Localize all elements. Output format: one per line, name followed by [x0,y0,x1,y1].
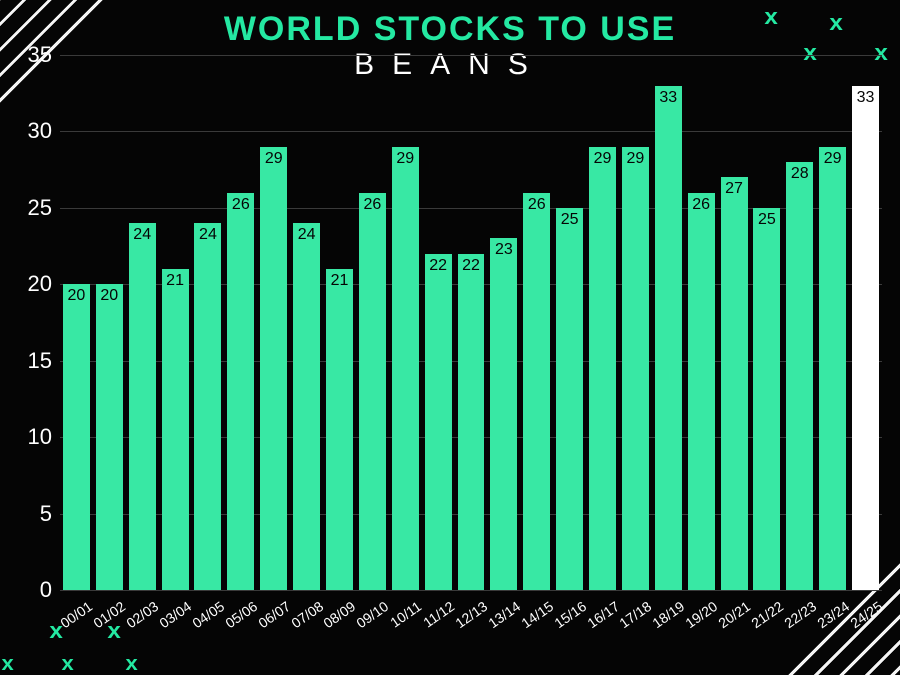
bar-value-label: 23 [490,241,517,259]
bar: 26 [359,193,386,590]
plot-area: 20 20 24 21 24 26 29 24 21 26 29 22 22 23 26 25 29 29 33 26… [60,55,882,590]
bar-value-label: 20 [63,287,90,305]
bar-value-label: 24 [293,226,320,244]
bar-value-label: 21 [162,272,189,290]
bar-value-label: 24 [194,226,221,244]
bar: 21 [162,269,189,590]
chart-frame: xxxxxxxxx WORLD STOCKS TO USE BEANS 0510… [0,0,900,675]
bar: 26 [227,193,254,590]
y-tick-label: 10 [4,424,52,450]
bar-value-label: 22 [425,257,452,275]
bar: 27 [721,177,748,590]
bar: 20 [63,284,90,590]
y-tick-label: 20 [4,271,52,297]
bar-value-label: 33 [852,89,879,107]
x-mark-icon: x [125,653,137,675]
bar: 24 [194,223,221,590]
bar-value-label: 26 [688,196,715,214]
y-tick-label: 25 [4,195,52,221]
bar: 20 [96,284,123,590]
bar-value-label: 29 [260,150,287,168]
bar: 29 [622,147,649,590]
bar: 24 [293,223,320,590]
bar: 28 [786,162,813,590]
gridline [60,590,882,591]
bar: 22 [425,254,452,590]
bar-value-label: 25 [753,211,780,229]
bar-value-label: 20 [96,287,123,305]
y-tick-label: 0 [4,577,52,603]
bar-value-label: 33 [655,89,682,107]
bar-value-label: 29 [589,150,616,168]
y-tick-label: 30 [4,118,52,144]
bar: 26 [523,193,550,590]
bar: 33 [655,86,682,590]
bar: 21 [326,269,353,590]
bar: 29 [819,147,846,590]
bar: 29 [260,147,287,590]
x-mark-icon: x [1,653,13,675]
bar: 24 [129,223,156,590]
bar: 33 [852,86,879,590]
bar-value-label: 29 [392,150,419,168]
bar-value-label: 24 [129,226,156,244]
bar: 25 [556,208,583,590]
x-mark-icon: x [61,653,73,675]
chart-title: WORLD STOCKS TO USE [0,10,900,49]
bar-value-label: 27 [721,180,748,198]
bar-value-label: 29 [819,150,846,168]
y-tick-label: 5 [4,501,52,527]
bar-value-label: 29 [622,150,649,168]
bar-value-label: 21 [326,272,353,290]
y-tick-label: 15 [4,348,52,374]
bar-value-label: 26 [523,196,550,214]
bar-value-label: 22 [458,257,485,275]
bar: 22 [458,254,485,590]
bar-value-label: 28 [786,165,813,183]
bar-value-label: 25 [556,211,583,229]
bar-value-label: 26 [227,196,254,214]
bar: 25 [753,208,780,590]
bar: 29 [589,147,616,590]
y-tick-label: 35 [4,42,52,68]
bar: 26 [688,193,715,590]
bar: 23 [490,238,517,590]
bar: 29 [392,147,419,590]
bar-value-label: 26 [359,196,386,214]
